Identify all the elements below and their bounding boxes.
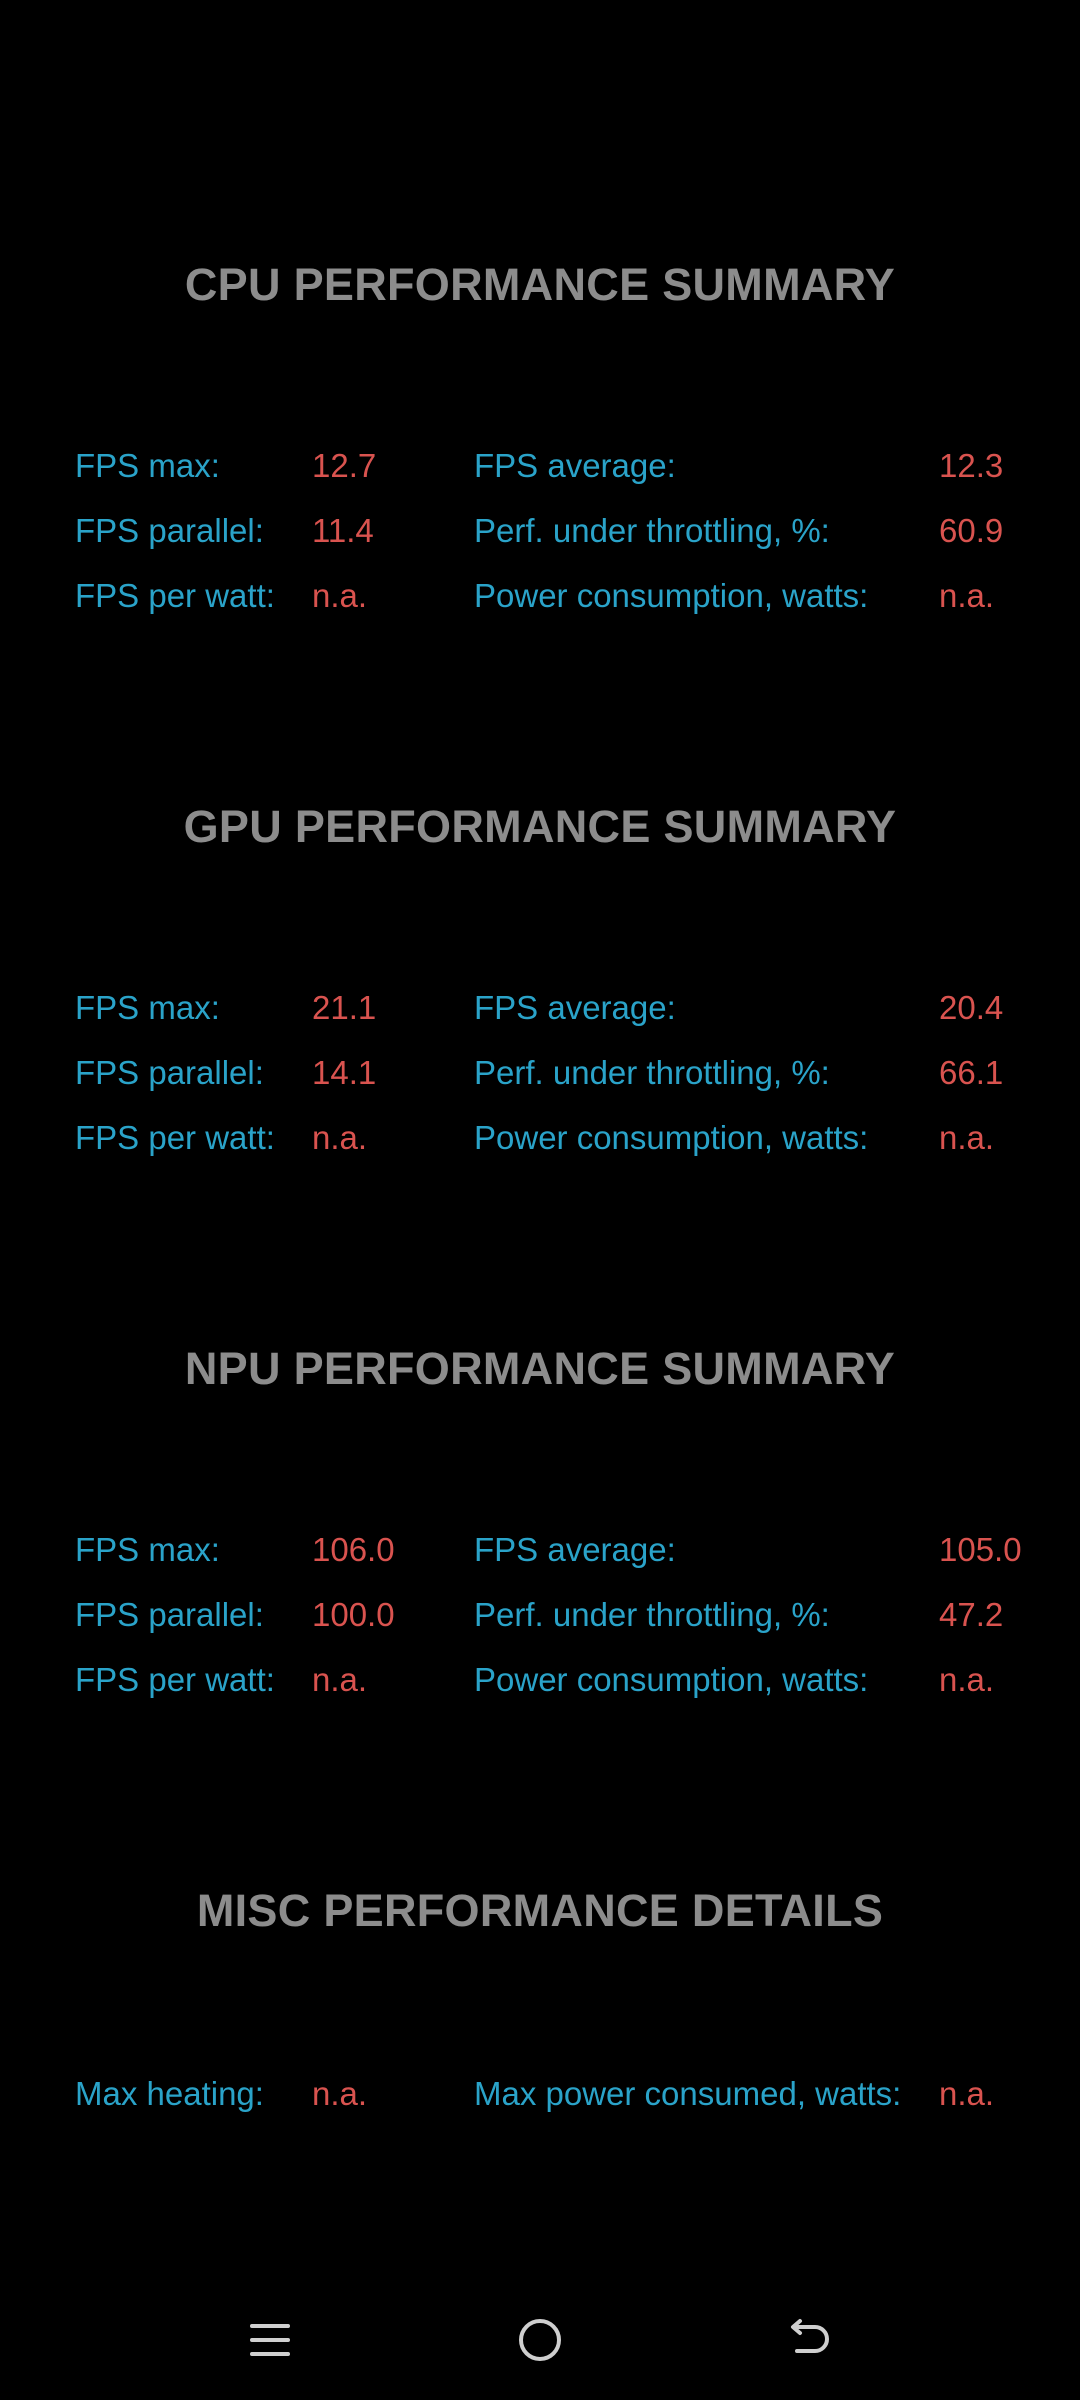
npu-fps-max-label: FPS max: [75,1531,220,1568]
gpu-fps-max-label: FPS max: [75,989,220,1026]
npu-fps-average-value: 105.0 [939,1531,1022,1568]
npu-fps-parallel-value: 100.0 [312,1596,395,1633]
navigation-bar [0,2280,1080,2400]
cpu-fps-max-value: 12.7 [312,447,377,484]
npu-throttling-label: Perf. under throttling, %: [474,1596,830,1633]
npu-summary-title: NPU PERFORMANCE SUMMARY [184,1343,896,1394]
gpu-power-consumption-label: Power consumption, watts: [474,1119,869,1156]
gpu-fps-average-label: FPS average: [474,989,676,1026]
cpu-fps-parallel-label: FPS parallel: [75,512,264,549]
recents-button[interactable] [230,2300,310,2380]
gpu-fps-per-watt-label: FPS per watt: [75,1119,275,1156]
back-icon [791,2319,829,2353]
cpu-throttling-value: 60.9 [939,512,1004,549]
gpu-summary-title: GPU PERFORMANCE SUMMARY [183,801,897,852]
npu-fps-average-label: FPS average: [474,1531,676,1568]
gpu-fps-average-value: 20.4 [939,989,1004,1026]
npu-fps-parallel-label: FPS parallel: [75,1596,264,1633]
back-button[interactable] [770,2300,850,2380]
gpu-power-consumption-value: n.a. [939,1119,995,1156]
gpu-throttling-value: 66.1 [939,1054,1004,1091]
gpu-throttling-label: Perf. under throttling, %: [474,1054,830,1091]
npu-fps-per-watt-label: FPS per watt: [75,1661,275,1698]
cpu-fps-max-label: FPS max: [75,447,220,484]
gpu-fps-per-watt-value: n.a. [312,1119,368,1156]
cpu-power-consumption-label: Power consumption, watts: [474,577,869,614]
home-button[interactable] [500,2300,580,2380]
gpu-fps-parallel-label: FPS parallel: [75,1054,264,1091]
npu-power-consumption-label: Power consumption, watts: [474,1661,869,1698]
gpu-fps-parallel-value: 14.1 [312,1054,377,1091]
cpu-fps-average-value: 12.3 [939,447,1004,484]
npu-fps-max-value: 106.0 [312,1531,395,1568]
npu-fps-per-watt-value: n.a. [312,1661,368,1698]
max-heating-value: n.a. [312,2075,368,2112]
max-heating-label: Max heating: [75,2075,264,2112]
gpu-fps-max-value: 21.1 [312,989,377,1026]
cpu-fps-parallel-value: 11.4 [312,512,374,549]
max-power-consumed-label: Max power consumed, watts: [474,2075,902,2112]
npu-power-consumption-value: n.a. [939,1661,995,1698]
cpu-fps-average-label: FPS average: [474,447,676,484]
cpu-fps-per-watt-value: n.a. [312,577,368,614]
npu-throttling-value: 47.2 [939,1596,1004,1633]
cpu-fps-per-watt-label: FPS per watt: [75,577,275,614]
menu-icon [250,2324,290,2356]
cpu-summary-title: CPU PERFORMANCE SUMMARY [184,259,896,310]
home-icon [519,2319,561,2361]
cpu-power-consumption-value: n.a. [939,577,995,614]
max-power-consumed-value: n.a. [939,2075,995,2112]
cpu-throttling-label: Perf. under throttling, %: [474,512,830,549]
misc-details-title: MISC PERFORMANCE DETAILS [196,1885,884,1936]
